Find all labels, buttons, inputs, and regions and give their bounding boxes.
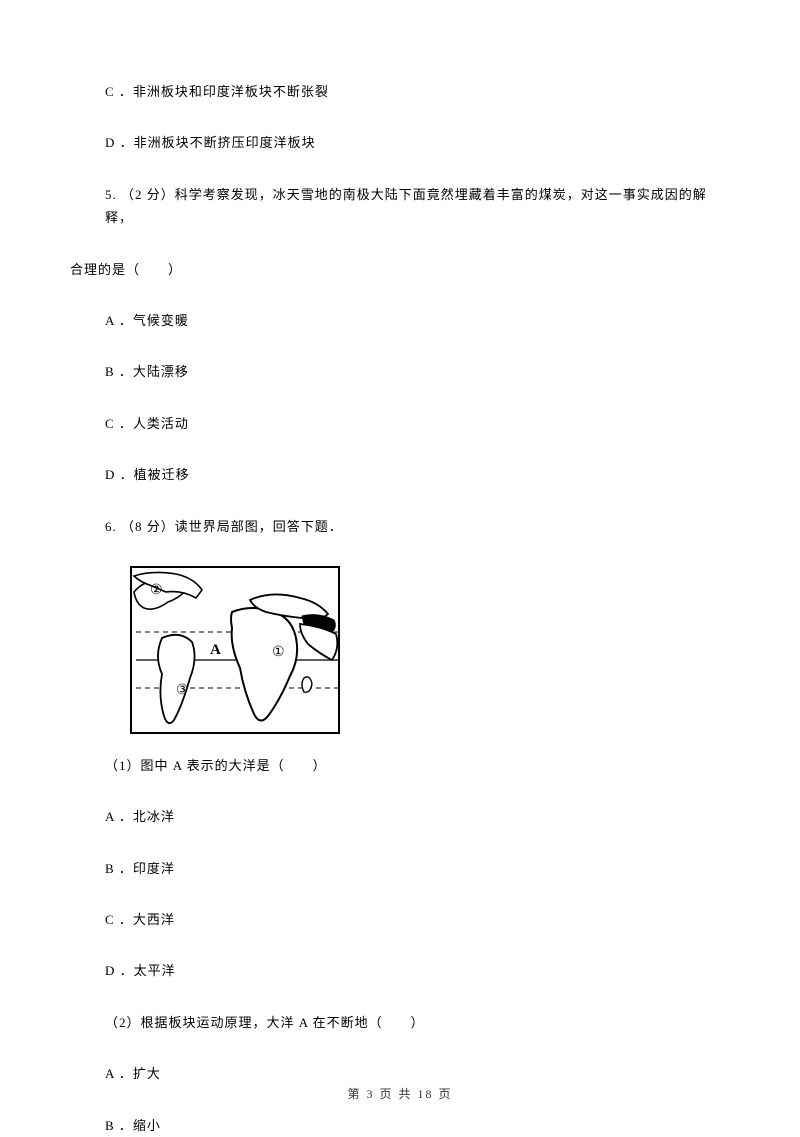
q5-option-b: B ．大陆漂移: [70, 360, 730, 383]
map-box: ② A ① ③: [130, 566, 340, 734]
landmass-island: [302, 677, 312, 692]
q5-stem-line1: 5. （2 分）科学考察发现，冰天雪地的南极大陆下面竟然埋藏着丰富的煤炭，对这一…: [70, 183, 730, 230]
q6-p1-option-c: C ．大西洋: [70, 908, 730, 931]
q5-option-c: C ．人类活动: [70, 412, 730, 435]
q6-part2: （2）根据板块运动原理，大洋 A 在不断地（ ）: [70, 1011, 730, 1034]
document-body: C ．非洲板块和印度洋板块不断张裂 D ．非洲板块不断挤压印度洋板块 5. （2…: [70, 80, 730, 1137]
q6-part1: （1）图中 A 表示的大洋是（ ）: [70, 754, 730, 777]
map-svg: ② A ① ③: [132, 568, 340, 734]
q6-stem: 6. （8 分）读世界局部图，回答下题．: [70, 515, 730, 538]
map-label-2: ②: [150, 583, 163, 598]
q6-p1-option-b: B ．印度洋: [70, 857, 730, 880]
q4-option-c: C ．非洲板块和印度洋板块不断张裂: [70, 80, 730, 103]
map-label-1: ①: [272, 645, 285, 660]
q5-stem-line2: 合理的是（ ）: [70, 258, 730, 281]
q6-p2-option-a: A ．扩大: [70, 1062, 730, 1085]
q4-option-d: D ．非洲板块不断挤压印度洋板块: [70, 131, 730, 154]
landmass-africa: [231, 608, 297, 721]
q6-p1-option-d: D ．太平洋: [70, 959, 730, 982]
q5-option-a: A ．气候变暖: [70, 309, 730, 332]
world-map-figure: ② A ① ③: [130, 566, 340, 734]
q6-p1-option-a: A ．北冰洋: [70, 805, 730, 828]
q6-p2-option-b: B ．缩小: [70, 1114, 730, 1137]
landmass-south-america: [158, 635, 195, 723]
q5-option-d: D ．植被迁移: [70, 463, 730, 486]
map-label-a: A: [210, 642, 221, 658]
map-label-3: ③: [176, 683, 189, 698]
page-footer: 第 3 页 共 18 页: [0, 1085, 800, 1102]
